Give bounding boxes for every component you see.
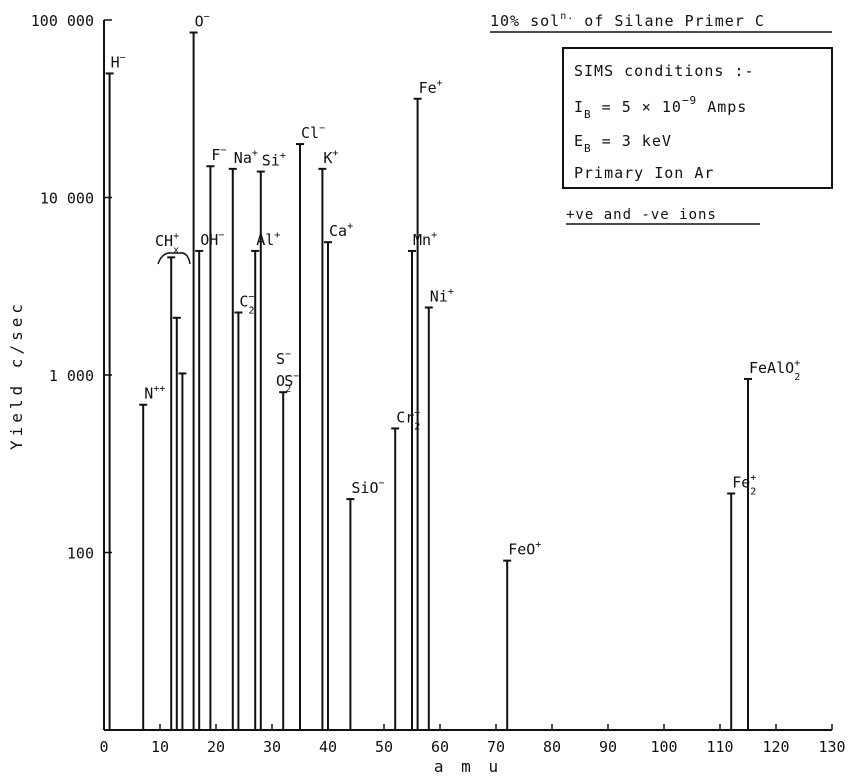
x-tick-label: 30 <box>263 738 281 756</box>
peaks: H−N++O−OH−F− Na+C− 2Al+Si+S−Cl−K+Ca+SiO−Cr… <box>105 12 800 730</box>
peak-label: O− <box>195 12 210 31</box>
peak-label: K+ <box>323 148 338 167</box>
peak-label: Si+ <box>262 151 286 170</box>
peak-label: Ni+ <box>430 287 454 306</box>
conditions-title: SIMS conditions :- <box>574 62 755 80</box>
peak-label: F− <box>211 145 226 164</box>
y-tick-label: 100 000 <box>31 12 94 30</box>
x-tick-label: 60 <box>431 738 449 756</box>
y-tick-label: 1 000 <box>49 367 94 385</box>
peak-label: Na+ <box>234 148 258 167</box>
y-ticks: 100 1 000 10 000 100 000 <box>31 12 112 563</box>
ion-note: +ve and -ve ions <box>566 207 717 223</box>
y-tick-label: 10 000 <box>40 190 94 208</box>
peak-label: Fe+ 2 <box>732 472 756 497</box>
peak-label: Fe+ <box>419 78 443 97</box>
x-tick-label: 40 <box>319 738 337 756</box>
peak-label: N++ <box>144 384 165 403</box>
x-tick-label: 10 <box>151 738 169 756</box>
x-tick-label: 0 <box>99 738 108 756</box>
x-axis-label: a m u <box>434 757 502 776</box>
peak-label: Ca+ <box>329 221 353 240</box>
conditions-ib: IB = 5 × 10−9 Amps <box>574 94 747 121</box>
peak-label: S− <box>284 371 299 390</box>
conditions-eb: EB = 3 keV <box>574 132 672 155</box>
x-ticks: 0 10 20 30 40 50 60 70 80 90 100 110 120 130 <box>99 724 846 756</box>
peak-label: SiO− <box>351 478 384 497</box>
x-tick-label: 80 <box>543 738 561 756</box>
chx-brace <box>157 252 191 265</box>
peak-label: H− <box>111 52 126 71</box>
peak-label: FeAlO+ 2 <box>749 358 800 383</box>
x-tick-label: 110 <box>706 738 733 756</box>
x-tick-label: 100 <box>650 738 677 756</box>
y-tick-label: 100 <box>67 545 94 563</box>
x-tick-label: 70 <box>487 738 505 756</box>
peak-label: OH− <box>200 230 224 249</box>
x-tick-label: 20 <box>207 738 225 756</box>
y-axis-label: Yield c/sec <box>7 300 26 450</box>
x-tick-label: 130 <box>818 738 845 756</box>
conditions-ion: Primary Ion Ar <box>574 164 714 182</box>
conditions-box <box>562 47 833 189</box>
peak-label: Cl− <box>301 123 325 142</box>
chx-label: CH+ x <box>155 231 179 256</box>
x-tick-label: 120 <box>762 738 789 756</box>
x-tick-label: 90 <box>599 738 617 756</box>
peak-label: FeO+ <box>508 540 541 559</box>
chart-title: 10% soln. of Silane Primer C <box>490 11 765 30</box>
x-tick-label: 50 <box>375 738 393 756</box>
s-label: S− <box>276 349 291 368</box>
o2-label: O− 2 <box>276 371 291 395</box>
peak-label: C− 2 <box>239 291 254 316</box>
